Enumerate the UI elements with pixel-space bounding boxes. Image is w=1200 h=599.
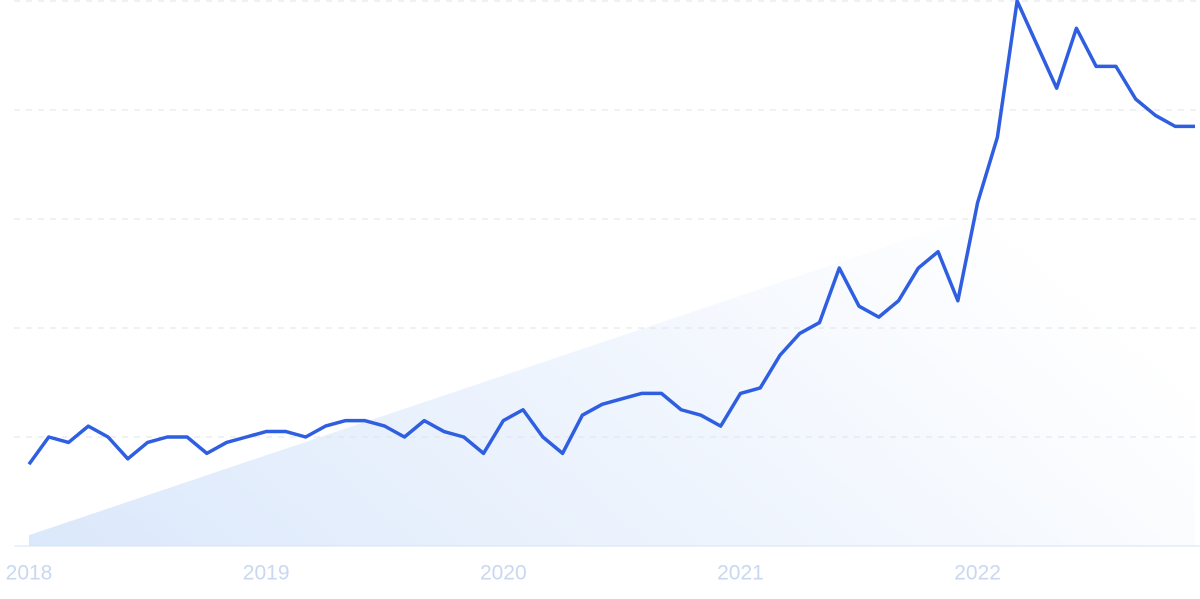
data-line <box>27 0 1195 466</box>
x-tick-label: 2018 <box>6 562 53 585</box>
x-tick-label: 2020 <box>480 562 527 585</box>
x-tick-label: 2021 <box>717 562 764 585</box>
x-tick-label: 2019 <box>243 562 290 585</box>
x-tick-label: 2022 <box>954 562 1001 585</box>
trend-area <box>29 142 1195 546</box>
